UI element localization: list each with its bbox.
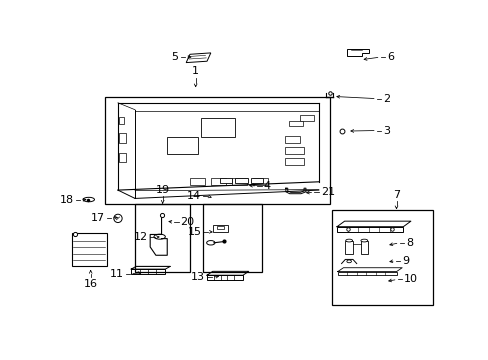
Text: 4: 4 <box>264 181 270 191</box>
Bar <box>231 177 246 185</box>
Text: 12: 12 <box>134 232 148 242</box>
Text: 16: 16 <box>83 279 98 289</box>
Polygon shape <box>346 49 368 56</box>
Ellipse shape <box>346 260 351 263</box>
Bar <box>167 138 197 154</box>
Bar <box>119 117 124 123</box>
Bar <box>210 177 225 185</box>
Text: 8: 8 <box>405 238 412 248</box>
Bar <box>284 147 303 154</box>
Text: 7: 7 <box>392 190 399 200</box>
Bar <box>119 153 125 162</box>
Bar <box>345 242 352 254</box>
Bar <box>119 133 125 143</box>
Ellipse shape <box>83 197 94 202</box>
Text: 1: 1 <box>192 67 199 76</box>
Ellipse shape <box>206 240 215 245</box>
Bar <box>212 225 227 232</box>
Text: 18: 18 <box>60 195 74 205</box>
Bar <box>131 269 165 274</box>
Bar <box>135 204 189 272</box>
Text: 6: 6 <box>386 52 393 62</box>
Bar <box>299 115 314 121</box>
Text: 3: 3 <box>383 126 389 135</box>
Ellipse shape <box>360 239 367 242</box>
Text: 11: 11 <box>109 269 123 279</box>
Bar <box>284 158 303 165</box>
Bar <box>252 177 267 185</box>
Ellipse shape <box>154 234 165 239</box>
Bar <box>206 275 243 280</box>
Bar <box>284 136 299 143</box>
Text: 21: 21 <box>320 187 334 197</box>
Bar <box>189 177 205 185</box>
Bar <box>104 97 329 204</box>
Text: 13: 13 <box>191 273 205 283</box>
Bar <box>235 178 247 183</box>
Bar <box>201 118 235 138</box>
Text: 10: 10 <box>403 274 417 284</box>
Text: 9: 9 <box>401 256 408 266</box>
Bar <box>360 242 367 254</box>
Bar <box>331 210 432 305</box>
Ellipse shape <box>114 214 122 222</box>
Text: 15: 15 <box>187 227 201 237</box>
Text: 2: 2 <box>383 94 389 104</box>
Bar <box>250 178 262 183</box>
Ellipse shape <box>345 239 352 242</box>
Bar <box>216 226 224 229</box>
Polygon shape <box>186 53 210 63</box>
Bar <box>220 178 232 183</box>
Text: 14: 14 <box>187 191 201 201</box>
Text: 20: 20 <box>180 217 194 227</box>
Bar <box>337 271 396 275</box>
Bar <box>203 204 262 272</box>
Text: 17: 17 <box>90 213 104 223</box>
Text: 5: 5 <box>171 52 178 62</box>
Text: 19: 19 <box>155 185 169 195</box>
Bar <box>72 233 106 266</box>
Bar <box>288 121 302 126</box>
Bar <box>336 227 403 232</box>
